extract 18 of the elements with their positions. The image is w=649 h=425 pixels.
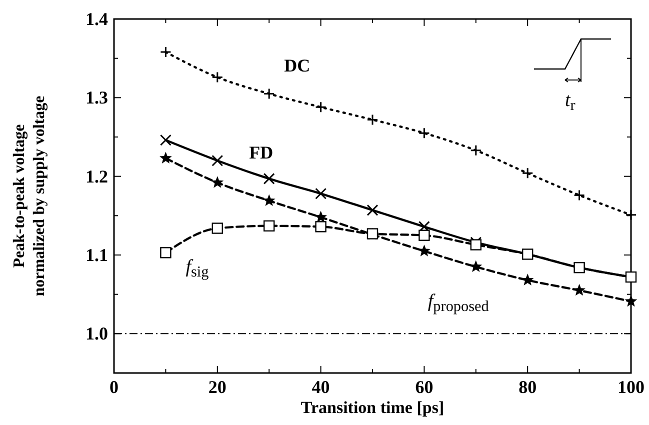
y-tick-label: 1.1 xyxy=(86,245,108,265)
y-tick-label: 1.2 xyxy=(86,166,108,186)
series-label: FD xyxy=(249,142,274,163)
x-tick-label: 0 xyxy=(110,377,118,397)
x-tick-label: 20 xyxy=(208,377,226,397)
series-label: f$_{sig}$ xyxy=(186,256,210,280)
y-axis-title: Peak-to-peak voltage normalized by supply voltage xyxy=(11,96,48,296)
series-label: DC xyxy=(284,56,310,76)
x-tick-label: 80 xyxy=(518,377,537,397)
y-tick-label: 1.4 xyxy=(86,9,108,29)
y-tick-label: 1.0 xyxy=(86,324,108,344)
annotation: t$_{r}$ xyxy=(565,90,576,114)
x-tick-label: 60 xyxy=(415,377,434,397)
x-axis-title: Transition time [ps] xyxy=(300,398,444,417)
y-tick-label: 1.3 xyxy=(86,88,108,108)
x-tick-label: 40 xyxy=(312,377,330,397)
series-label: f$_{proposed}$ xyxy=(428,290,490,315)
x-tick-label: 100 xyxy=(618,377,644,397)
